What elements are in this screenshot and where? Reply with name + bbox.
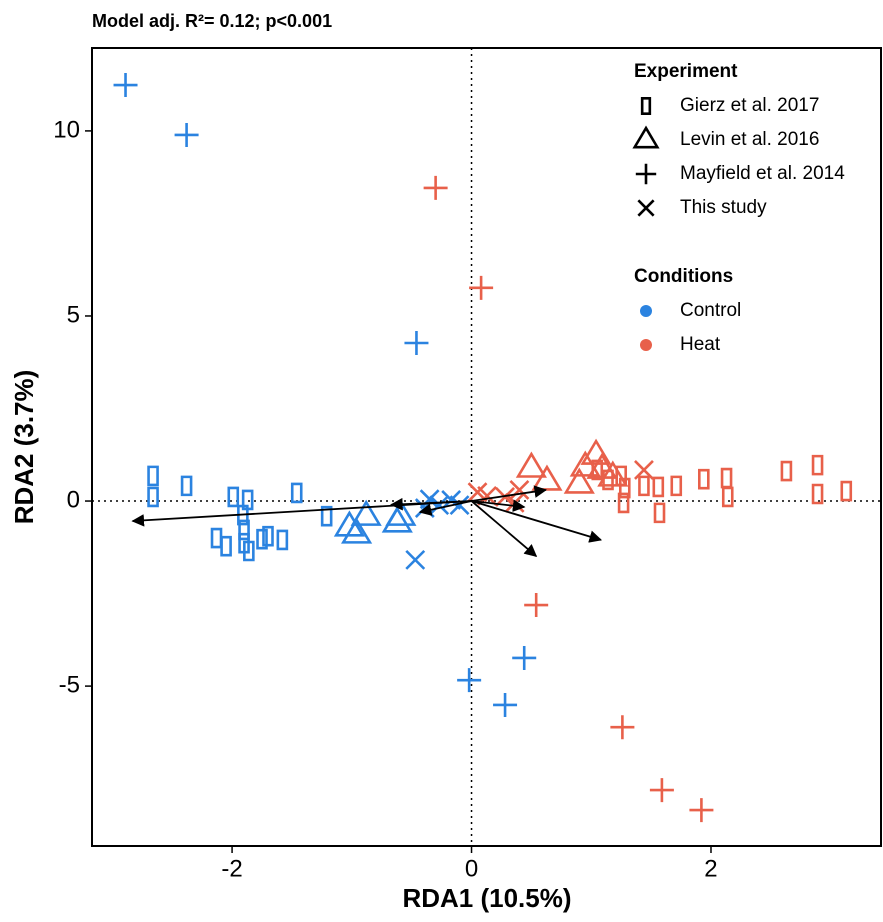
- point: [811, 483, 824, 505]
- point: [780, 460, 793, 482]
- point: [227, 486, 240, 508]
- biplot-arrow: [470, 500, 538, 558]
- point: [512, 645, 537, 670]
- biplot-arrow: [471, 500, 603, 543]
- point: [405, 549, 426, 570]
- legend-label: Heat: [680, 334, 721, 355]
- point: [531, 464, 563, 491]
- point: [649, 778, 674, 803]
- point: [840, 480, 853, 502]
- point: [414, 498, 435, 518]
- point: [449, 495, 470, 516]
- point: [634, 460, 654, 480]
- point: [276, 529, 289, 551]
- biplot-arrow: [471, 499, 526, 512]
- point: [290, 482, 303, 504]
- point: [238, 532, 250, 554]
- point: [591, 459, 604, 481]
- point: [210, 527, 223, 549]
- point: [147, 486, 159, 508]
- point: [404, 330, 429, 355]
- point: [174, 122, 199, 147]
- legend-symbol: [637, 199, 655, 217]
- y-tick-label: 5: [67, 301, 80, 328]
- point: [493, 692, 518, 717]
- legend-symbol: [640, 339, 652, 351]
- legend-symbol: [635, 163, 657, 185]
- legend-symbol: [632, 125, 660, 149]
- point: [524, 593, 549, 618]
- point: [653, 502, 666, 524]
- point: [113, 73, 138, 98]
- point: [811, 454, 824, 476]
- point: [180, 475, 193, 497]
- point: [320, 505, 333, 527]
- point: [385, 499, 417, 526]
- legend-title: Experiment: [634, 61, 738, 82]
- point: [720, 467, 733, 489]
- x-tick-label: -2: [221, 855, 242, 882]
- point: [423, 175, 448, 200]
- chart-title: Model adj. R²= 0.12; p<0.001: [92, 11, 332, 31]
- point: [515, 451, 547, 478]
- legend-symbol: [640, 305, 652, 317]
- point: [698, 468, 710, 490]
- point: [563, 467, 595, 494]
- biplot-arrow: [390, 497, 472, 511]
- legend-label: Gierz et al. 2017: [680, 95, 819, 116]
- point: [509, 480, 530, 500]
- y-axis-label: RDA2 (3.7%): [9, 370, 39, 525]
- point: [262, 525, 274, 547]
- point: [469, 275, 494, 300]
- point: [350, 499, 382, 526]
- point: [504, 492, 525, 513]
- y-tick-label: 0: [67, 486, 80, 513]
- biplot-arrow: [418, 500, 472, 516]
- point: [602, 469, 614, 491]
- legend-title: Conditions: [634, 266, 733, 287]
- point: [610, 715, 635, 740]
- point: [652, 476, 665, 498]
- point: [721, 486, 734, 508]
- point: [243, 540, 255, 562]
- legend-label: This study: [680, 197, 767, 218]
- legend-symbol: [640, 97, 652, 115]
- x-tick-label: 2: [704, 855, 717, 882]
- plot-frame: [91, 47, 882, 847]
- point: [341, 517, 373, 544]
- point: [615, 465, 627, 487]
- point: [689, 798, 714, 823]
- legend-label: Control: [680, 300, 741, 321]
- point: [495, 487, 515, 507]
- point: [670, 475, 683, 497]
- y-tick-label: -5: [59, 671, 80, 698]
- point: [147, 465, 159, 487]
- biplot-arrow: [471, 485, 548, 502]
- point: [241, 489, 254, 511]
- legend-label: Levin et al. 2016: [680, 129, 819, 150]
- point: [638, 475, 650, 497]
- y-tick-label: 10: [53, 116, 80, 143]
- point: [220, 535, 232, 557]
- x-axis-label: RDA1 (10.5%): [402, 883, 571, 913]
- legend-label: Mayfield et al. 2014: [680, 163, 845, 184]
- x-tick-label: 0: [465, 855, 478, 882]
- point: [617, 492, 630, 514]
- point: [457, 668, 482, 693]
